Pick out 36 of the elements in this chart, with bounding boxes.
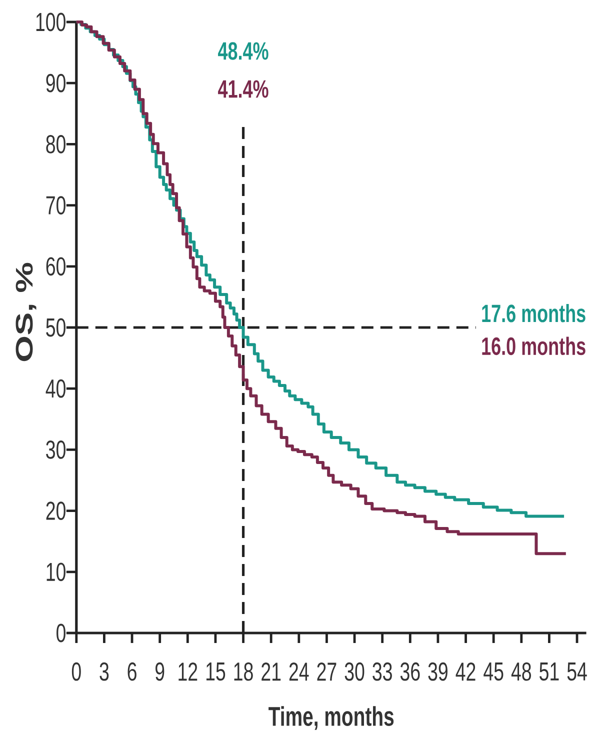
x-axis-title: Time, months (268, 706, 394, 730)
x-tick-label: 18 (234, 662, 253, 681)
x-tick-label: 51 (540, 662, 559, 681)
x-tick-label: 33 (372, 662, 392, 681)
annotation: 17.6 months (482, 304, 586, 322)
y-tick-label: 100 (36, 12, 66, 32)
x-tick-label: 30 (344, 662, 364, 681)
y-axis-title: OS, % (16, 262, 36, 362)
x-tick-label: 12 (178, 662, 198, 681)
x-tick-label: 15 (206, 662, 226, 681)
y-tick-label: 70 (46, 196, 66, 214)
x-tick-label: 3 (100, 662, 109, 681)
x-tick-label: 54 (567, 662, 587, 681)
x-tick-label: 24 (289, 662, 309, 681)
x-tick-label: 48 (511, 662, 531, 681)
y-tick-label: 80 (46, 134, 66, 154)
y-tick-label: 10 (46, 562, 66, 582)
x-tick-label: 21 (262, 662, 281, 681)
x-tick-label: 6 (128, 662, 136, 681)
x-tick-label: 27 (317, 662, 336, 681)
x-tick-label: 42 (456, 662, 476, 681)
y-tick-label: 40 (46, 379, 66, 398)
x-tick-label: 36 (400, 662, 420, 681)
annotation: 48.4% (218, 42, 268, 60)
x-tick-label: 39 (428, 662, 448, 681)
annotation: 41.4% (218, 80, 268, 98)
y-tick-label: 50 (46, 318, 66, 337)
y-tick-label: 30 (46, 440, 66, 459)
y-tick-label: 20 (46, 502, 66, 520)
annotation: 16.0 months (482, 336, 586, 356)
y-tick-label: 60 (46, 257, 66, 276)
x-tick-label: 9 (156, 662, 164, 681)
y-tick-label: 0 (56, 624, 66, 642)
y-tick-label: 90 (46, 74, 66, 92)
x-tick-label: 0 (72, 662, 81, 681)
x-tick-label: 45 (484, 662, 504, 681)
